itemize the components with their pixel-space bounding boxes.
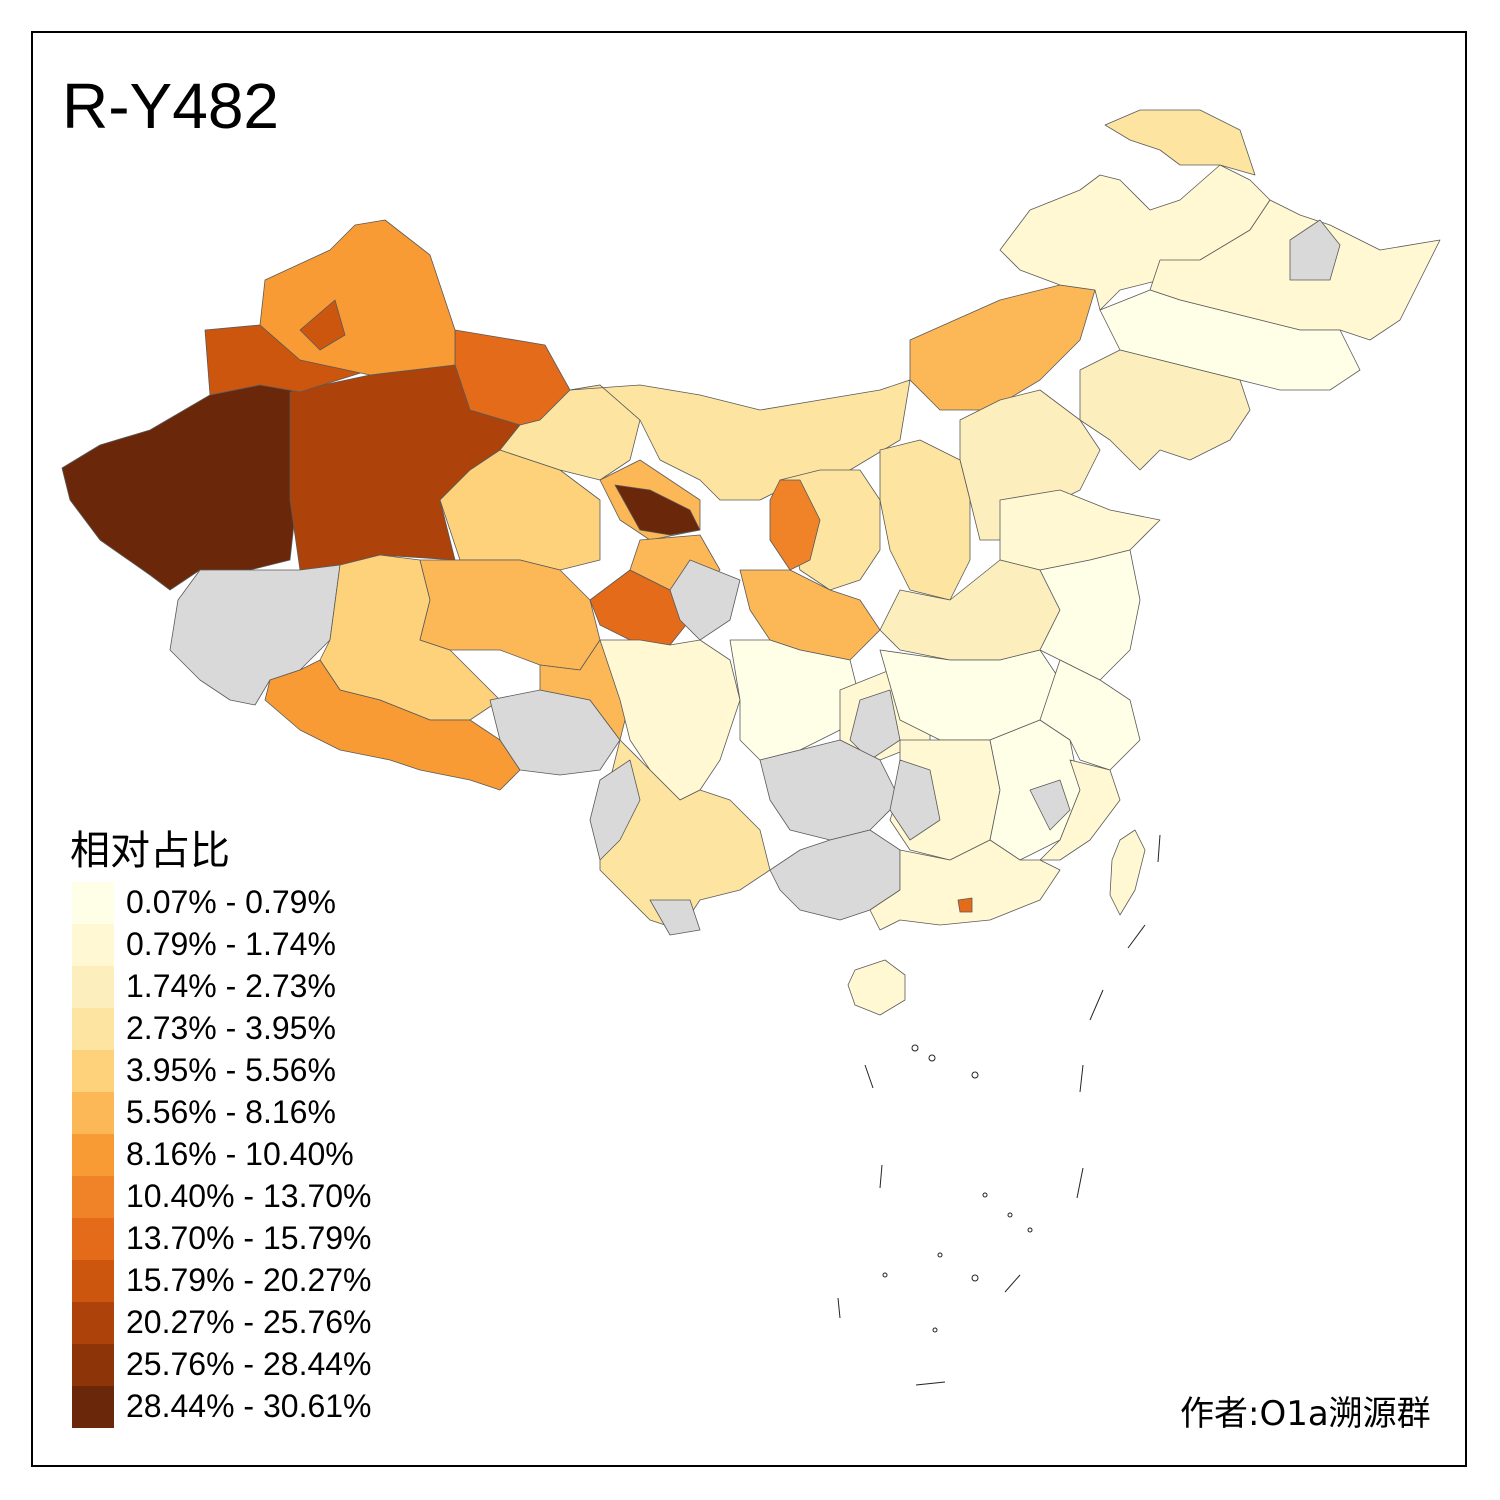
region-xinjiang-north-inner bbox=[299, 299, 346, 351]
legend-title: 相对占比 bbox=[70, 828, 230, 874]
region-yunnan-nodata-south bbox=[649, 899, 701, 936]
map-title: R-Y482 bbox=[62, 70, 279, 142]
region-fujian-nodata bbox=[1029, 779, 1071, 831]
region-sichuan-west bbox=[599, 639, 741, 801]
region-fujian bbox=[1039, 759, 1121, 861]
legend-label: 1.74% - 2.73% bbox=[126, 968, 336, 1004]
region-shaanxi-south bbox=[739, 569, 881, 661]
legend-label: 28.44% - 30.61% bbox=[126, 1388, 372, 1424]
legend-label: 15.79% - 20.27% bbox=[126, 1262, 372, 1298]
legend-swatch bbox=[72, 1176, 114, 1218]
region-shanxi bbox=[879, 439, 971, 601]
region-taiwan bbox=[1109, 829, 1146, 916]
region-inner-mongolia-east bbox=[909, 284, 1096, 411]
region-ningxia bbox=[769, 479, 821, 571]
region-gansu-nodata bbox=[669, 559, 741, 641]
legend-label: 5.56% - 8.16% bbox=[126, 1094, 336, 1130]
author-credit: 作者:O1a溯源群 bbox=[1180, 1394, 1431, 1434]
region-liaoning bbox=[1079, 349, 1251, 471]
legend-label: 20.27% - 25.76% bbox=[126, 1304, 372, 1340]
region-guangdong-dot bbox=[957, 897, 973, 913]
region-heilongjiang-north bbox=[1104, 109, 1256, 176]
legend-swatch bbox=[72, 1386, 114, 1428]
legend-swatch bbox=[72, 1344, 114, 1386]
region-shandong bbox=[999, 489, 1161, 571]
map-frame bbox=[31, 31, 1467, 1467]
region-guangdong bbox=[869, 839, 1061, 931]
legend-label: 0.79% - 1.74% bbox=[126, 926, 336, 962]
legend-label: 8.16% - 10.40% bbox=[126, 1136, 354, 1172]
legend-swatch bbox=[72, 1092, 114, 1134]
legend-swatch bbox=[72, 1260, 114, 1302]
legend-swatch bbox=[72, 1050, 114, 1092]
region-gansu-west bbox=[499, 384, 641, 481]
legend-swatch bbox=[72, 1218, 114, 1260]
legend-label: 10.40% - 13.70% bbox=[126, 1178, 372, 1214]
legend-swatch bbox=[72, 1134, 114, 1176]
legend-swatch bbox=[72, 966, 114, 1008]
region-hunan-nodata bbox=[889, 759, 941, 841]
legend-label: 13.70% - 15.79% bbox=[126, 1220, 372, 1256]
legend-label: 3.95% - 5.56% bbox=[126, 1052, 336, 1088]
legend-swatch bbox=[72, 882, 114, 924]
legend-label: 0.07% - 0.79% bbox=[126, 884, 336, 920]
legend-label: 25.76% - 28.44% bbox=[126, 1346, 372, 1382]
region-gansu-dark bbox=[614, 484, 701, 536]
region-xinjiang-southwest bbox=[61, 384, 301, 591]
legend-label: 2.73% - 3.95% bbox=[126, 1010, 336, 1046]
legend-swatch bbox=[72, 924, 114, 966]
region-yunnan-nodata-west bbox=[589, 759, 641, 861]
region-jiangsu-anhui bbox=[1039, 549, 1141, 681]
region-hainan bbox=[847, 959, 906, 1016]
region-hubei-nodata bbox=[849, 689, 901, 761]
region-heilongjiang-nodata bbox=[1289, 219, 1341, 281]
region-yunnan bbox=[599, 739, 771, 931]
legend-swatch bbox=[72, 1008, 114, 1050]
region-guizhou bbox=[759, 739, 901, 841]
legend-swatch bbox=[72, 1302, 114, 1344]
